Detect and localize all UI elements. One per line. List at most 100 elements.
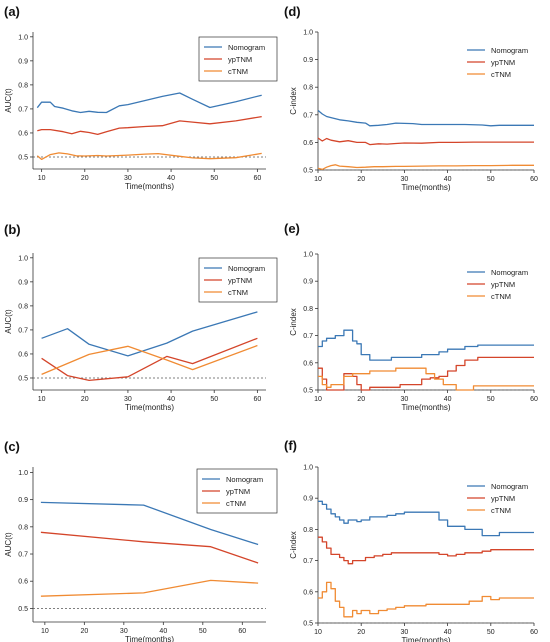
y-tick-label: 0.9 [18, 58, 28, 65]
series-line-ctnm [41, 344, 258, 375]
x-axis-label: Time(months) [401, 183, 450, 192]
x-tick-label: 30 [124, 396, 132, 403]
legend-label: ypTNM [228, 55, 252, 64]
legend-label: cTNM [226, 499, 246, 508]
x-tick-label: 50 [487, 629, 495, 636]
y-tick-label: 0.7 [303, 558, 313, 565]
chart-panel-b: (b) 0.5 0.6 0.7 0.8 0.9 1.0 10 20 30 40 50 60 Time(mo… [4, 222, 278, 412]
series-line-ctnm [40, 579, 259, 597]
y-tick-label: 0.9 [303, 496, 313, 503]
y-tick-label: 0.6 [18, 579, 28, 586]
x-tick-label: 30 [401, 396, 409, 403]
legend-label: ypTNM [491, 280, 515, 289]
legend-label: Nomogram [228, 264, 265, 273]
y-tick-label: 0.5 [18, 375, 28, 382]
x-tick-label: 50 [487, 396, 495, 403]
series-line-yptnm [317, 137, 534, 146]
y-axis-label: C-index [289, 531, 298, 559]
series-line-ctnm [318, 367, 534, 391]
y-axis-label: AUC(t) [4, 309, 13, 334]
legend-label: Nomogram [491, 482, 528, 491]
y-axis-label: AUC(t) [4, 532, 13, 557]
x-tick-label: 10 [314, 176, 322, 183]
legend-label: cTNM [228, 67, 248, 76]
x-tick-label: 10 [38, 396, 46, 403]
y-tick-label: 0.5 [18, 606, 28, 613]
series-line-ctnm [318, 581, 534, 618]
x-tick-label: 50 [199, 628, 207, 635]
y-axis-label: AUC(t) [4, 88, 13, 113]
y-tick-label: 0.6 [18, 130, 28, 137]
x-tick-label: 20 [357, 176, 365, 183]
y-tick-label: 1.0 [18, 470, 28, 477]
y-tick-label: 0.7 [18, 106, 28, 113]
x-tick-label: 20 [357, 629, 365, 636]
y-tick-label: 0.6 [303, 360, 313, 367]
x-tick-label: 60 [530, 629, 538, 636]
y-tick-label: 1.0 [18, 34, 28, 41]
x-tick-label: 60 [238, 628, 246, 635]
y-tick-label: 0.9 [303, 57, 313, 64]
y-tick-label: 0.5 [303, 621, 313, 628]
x-tick-label: 20 [80, 628, 88, 635]
y-axis-label: C-index [289, 87, 298, 115]
y-tick-label: 0.8 [18, 82, 28, 89]
panel-label: (a) [4, 4, 20, 19]
legend-label: ypTNM [491, 494, 515, 503]
legend-label: Nomogram [491, 46, 528, 55]
x-tick-label: 40 [159, 628, 167, 635]
x-tick-label: 30 [124, 175, 132, 182]
y-tick-label: 0.8 [303, 527, 313, 534]
series-line-nomogram [318, 500, 534, 537]
y-tick-label: 0.9 [18, 279, 28, 286]
legend-label: cTNM [228, 288, 248, 297]
y-tick-label: 1.0 [303, 465, 313, 472]
series-line-yptnm [318, 356, 534, 391]
legend-label: Nomogram [491, 268, 528, 277]
x-tick-label: 10 [38, 175, 46, 182]
y-tick-label: 0.6 [303, 140, 313, 147]
chart-panel-d: (d) 0.5 0.6 0.7 0.8 0.9 1.0 10 20 30 40 50 60 Time(mo… [284, 4, 538, 192]
x-axis-label: Time(months) [125, 403, 174, 412]
y-tick-label: 0.8 [303, 306, 313, 313]
x-axis-label: Time(months) [401, 636, 450, 642]
y-tick-label: 0.7 [303, 333, 313, 340]
x-axis-label: Time(months) [125, 182, 174, 191]
y-tick-label: 0.6 [18, 351, 28, 358]
y-axis-label: C-index [289, 308, 298, 336]
y-tick-label: 0.9 [18, 497, 28, 504]
panel-label: (e) [284, 221, 300, 236]
chart-panel-c: (c) 0.5 0.6 0.7 0.8 0.9 1.0 10 20 30 40 50 60 Time(mo… [4, 439, 278, 642]
legend-label: cTNM [491, 292, 511, 301]
chart-panel-a: (a) 0.5 0.6 0.7 0.8 0.9 1.0 10 20 30 40 50 60 Time(mo… [4, 4, 278, 191]
y-tick-label: 0.9 [303, 279, 313, 286]
x-tick-label: 40 [167, 175, 175, 182]
x-tick-label: 30 [401, 176, 409, 183]
series-line-ctnm [317, 164, 534, 171]
x-axis-label: Time(months) [125, 635, 174, 642]
series-line-nomogram [317, 109, 534, 127]
legend-label: Nomogram [226, 475, 263, 484]
y-tick-label: 0.8 [18, 303, 28, 310]
x-tick-label: 40 [444, 629, 452, 636]
x-tick-label: 30 [120, 628, 128, 635]
legend-label: ypTNM [226, 487, 250, 496]
legend-label: ypTNM [228, 276, 252, 285]
y-tick-label: 0.8 [18, 524, 28, 531]
series-line-yptnm [37, 115, 262, 136]
x-tick-label: 60 [530, 396, 538, 403]
x-tick-label: 10 [41, 628, 49, 635]
x-tick-label: 40 [444, 176, 452, 183]
x-tick-label: 20 [357, 396, 365, 403]
series-line-nomogram [40, 501, 259, 546]
legend-label: cTNM [491, 70, 511, 79]
y-tick-label: 1.0 [303, 30, 313, 37]
x-tick-label: 10 [314, 396, 322, 403]
panel-label: (b) [4, 222, 21, 237]
y-tick-label: 0.8 [303, 85, 313, 92]
y-tick-label: 0.7 [18, 552, 28, 559]
x-tick-label: 60 [253, 396, 261, 403]
y-tick-label: 0.6 [303, 589, 313, 596]
